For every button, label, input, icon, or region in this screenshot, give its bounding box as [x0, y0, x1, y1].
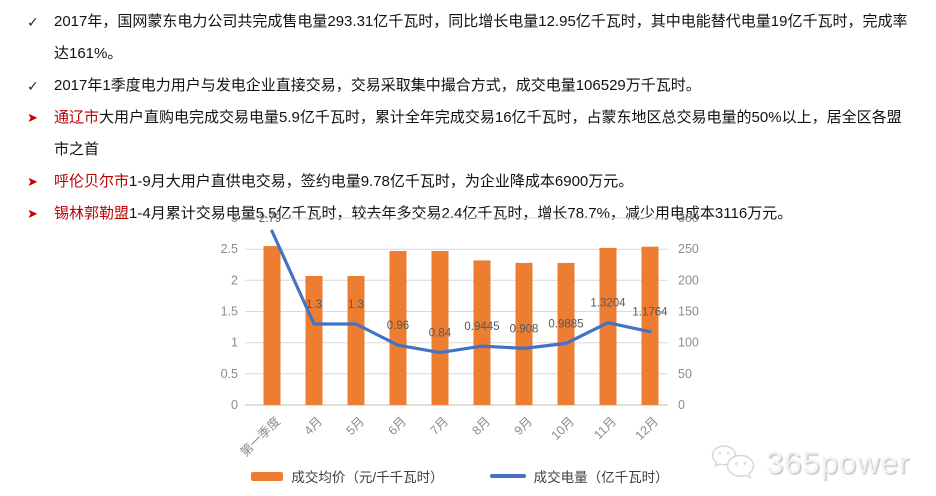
- check-icon: ✓: [27, 14, 39, 30]
- left-axis-tick: 0.5: [221, 367, 238, 381]
- left-axis-tick: 1: [231, 336, 238, 350]
- right-axis-tick: 50: [678, 367, 692, 381]
- bar: [641, 246, 659, 405]
- legend-item-price: 成交均价（元/千千瓦时）: [251, 466, 444, 486]
- watermark: 365power: [710, 442, 910, 484]
- arrow-icon: ➤: [27, 174, 38, 189]
- line-data-label: 0.96: [387, 320, 409, 332]
- left-axis-tick: 0: [231, 398, 238, 412]
- legend-item-volume: 成交电量（亿千瓦时）: [489, 466, 669, 486]
- bullet-item: ✓ 2017年，国网蒙东电力公司共完成售电量293.31亿千瓦时，同比增长电量1…: [27, 6, 913, 70]
- right-axis-tick: 100: [678, 336, 699, 350]
- x-axis-label: 10月: [549, 414, 578, 443]
- bar: [347, 276, 365, 405]
- city-name-highlight: 锡林郭勒盟: [54, 205, 130, 222]
- line-data-label: 2.79: [259, 213, 281, 225]
- bullet-item: ✓ 2017年1季度电力用户与发电企业直接交易，交易采取集中撮合方式，成交电量1…: [27, 70, 913, 102]
- bullet-item: ➤ 呼伦贝尔市1-9月大用户直供电交易，签约电量9.78亿千瓦时，为企业降成本6…: [27, 166, 913, 198]
- left-axis-tick: 2.5: [221, 242, 238, 256]
- right-axis-tick: 200: [678, 273, 699, 287]
- bar: [305, 276, 323, 405]
- watermark-text: 365power: [765, 445, 910, 480]
- x-axis-label: 9月: [511, 414, 535, 438]
- x-axis-label: 12月: [633, 414, 662, 443]
- bullet-text: 通辽市大用户直购电完成交易电量5.9亿千瓦时，累计全年完成交易16亿千瓦时，占蒙…: [54, 102, 913, 166]
- bar: [263, 246, 281, 405]
- line-series: [270, 229, 652, 355]
- wechat-icon: [711, 445, 755, 480]
- x-axis-label: 5月: [343, 414, 367, 438]
- x-axis-label: 第一季度: [237, 413, 283, 459]
- bar: [473, 260, 491, 405]
- x-axis-label: 4月: [301, 414, 325, 438]
- legend-label: 成交均价（元/千千瓦时）: [291, 470, 444, 485]
- city-name-highlight: 呼伦贝尔市: [54, 173, 130, 190]
- right-axis-tick: 300: [678, 211, 699, 225]
- bullet-text: 2017年1季度电力用户与发电企业直接交易，交易采取集中撮合方式，成交电量106…: [54, 77, 701, 94]
- bar: [557, 262, 575, 405]
- legend-label: 成交电量（亿千瓦时）: [533, 470, 669, 485]
- bar-series-swatch: [251, 471, 284, 481]
- chart-plot-area: 0 0 0.5 50 1 100 1.5 150 2 200 2.5 250 3 300 第一季度 4月 5月 6…: [221, 211, 699, 459]
- line-data-label: 0.84: [429, 328, 452, 340]
- left-axis-tick: 2: [231, 273, 238, 287]
- right-axis-tick: 150: [678, 305, 699, 319]
- line-data-label: 0.908: [510, 323, 539, 335]
- x-axis-label: 6月: [385, 414, 409, 438]
- bullet-text: 呼伦贝尔市1-9月大用户直供电交易，签约电量9.78亿千瓦时，为企业降成本690…: [54, 166, 913, 198]
- bar: [515, 262, 533, 405]
- line-data-label: 1.3: [348, 299, 364, 311]
- bar: [431, 251, 449, 405]
- left-axis-tick: 1.5: [221, 305, 238, 319]
- check-icon: ✓: [27, 78, 39, 94]
- left-axis-tick: 3: [231, 211, 238, 225]
- bar: [389, 251, 407, 405]
- x-axis-label: 8月: [469, 414, 493, 438]
- combo-chart: 0 0 0.5 50 1 100 1.5 150 2 200 2.5 250 3 300 第一季度 4月 5月 6…: [200, 208, 720, 486]
- line-data-label: 1.3204: [590, 298, 626, 310]
- bullet-text-body: 大用户直购电完成交易电量5.9亿千瓦时，累计全年完成交易16亿千瓦时，占蒙东地区…: [54, 109, 902, 158]
- line-data-label: 0.9445: [464, 321, 499, 333]
- bar: [599, 247, 617, 405]
- bullet-text: 2017年，国网蒙东电力公司共完成售电量293.31亿千瓦时，同比增长电量12.…: [54, 13, 908, 62]
- line-series-swatch: [489, 474, 526, 478]
- summary-bullet-list: ✓ 2017年，国网蒙东电力公司共完成售电量293.31亿千瓦时，同比增长电量1…: [27, 6, 913, 230]
- x-axis-label: 11月: [591, 414, 619, 442]
- line-data-label: 1.1764: [632, 307, 668, 319]
- right-axis-tick: 250: [678, 242, 699, 256]
- arrow-icon: ➤: [27, 110, 38, 125]
- x-axis-label: 7月: [427, 414, 451, 438]
- line-data-label: 1.3: [306, 299, 322, 311]
- line-data-label: 0.9885: [548, 318, 583, 330]
- chart-legend: 成交均价（元/千千瓦时） 成交电量（亿千瓦时）: [200, 466, 720, 486]
- right-axis-tick: 0: [678, 398, 685, 412]
- arrow-icon: ➤: [27, 206, 38, 221]
- city-name-highlight: 通辽市: [54, 109, 100, 126]
- bullet-item: ➤ 通辽市大用户直购电完成交易电量5.9亿千瓦时，累计全年完成交易16亿千瓦时，…: [27, 102, 913, 166]
- bullet-text-body: 1-9月大用户直供电交易，签约电量9.78亿千瓦时，为企业降成本6900万元。: [129, 173, 634, 190]
